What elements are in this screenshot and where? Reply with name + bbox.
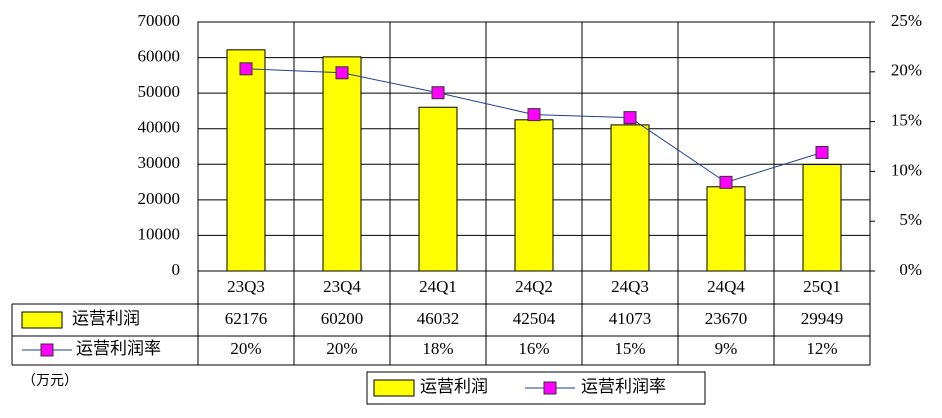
- bar: [514, 119, 554, 272]
- marker: [335, 66, 349, 80]
- x-tick-label: 24Q1: [419, 277, 457, 296]
- y-tick-label: 20000: [138, 189, 181, 208]
- bar: [610, 124, 650, 272]
- marker: [239, 62, 253, 76]
- y2-tick-label: 5%: [899, 210, 922, 229]
- table-value: 29949: [801, 309, 844, 328]
- y-tick-label: 60000: [138, 46, 181, 65]
- y-tick-label: 70000: [138, 11, 181, 30]
- x-tick-label: 24Q3: [611, 277, 649, 296]
- x-tick-label: 25Q1: [803, 277, 841, 296]
- table-value: 60200: [321, 309, 364, 328]
- y-tick-label: 40000: [138, 118, 181, 137]
- bar: [418, 106, 458, 272]
- legend-label: 运营利润率: [581, 377, 666, 396]
- bar: [226, 49, 266, 272]
- marker: [815, 145, 829, 159]
- table-value: 15%: [614, 339, 645, 358]
- x-tick-label: 23Q4: [323, 277, 361, 296]
- table-row-label: 运营利润: [72, 309, 140, 328]
- table-row-label: 运营利润率: [76, 339, 161, 358]
- y2-tick-label: 0%: [899, 260, 922, 279]
- marker: [623, 111, 637, 125]
- unit-label: （万元）: [22, 373, 78, 389]
- table-value: 46032: [417, 309, 460, 328]
- bar: [322, 56, 362, 272]
- y-tick-label: 50000: [138, 82, 181, 101]
- table-value: 18%: [422, 339, 453, 358]
- table-value: 42504: [513, 309, 556, 328]
- x-tick-label: 24Q2: [515, 277, 553, 296]
- legend-key: [21, 311, 63, 329]
- y2-tick-label: 20%: [891, 61, 922, 80]
- table-value: 16%: [518, 339, 549, 358]
- x-tick-label: 24Q4: [707, 277, 745, 296]
- marker: [527, 108, 541, 122]
- legend-key: [373, 379, 415, 397]
- legend-key: [40, 343, 54, 357]
- marker: [431, 86, 445, 100]
- table-value: 9%: [715, 339, 738, 358]
- table-value: 41073: [609, 309, 652, 328]
- y2-tick-label: 10%: [891, 160, 922, 179]
- table-value: 23670: [705, 309, 748, 328]
- legend-label: 运营利润: [420, 377, 488, 396]
- legend-box: [366, 371, 706, 405]
- bar: [706, 186, 746, 272]
- table-value: 62176: [225, 309, 268, 328]
- y2-tick-label: 15%: [891, 111, 922, 130]
- table-value: 20%: [326, 339, 357, 358]
- bar: [802, 163, 842, 272]
- y2-tick-label: 25%: [891, 11, 922, 30]
- y-tick-label: 0: [172, 260, 181, 279]
- y-tick-label: 30000: [138, 153, 181, 172]
- table-value: 12%: [806, 339, 837, 358]
- x-tick-label: 23Q3: [227, 277, 265, 296]
- y-tick-label: 10000: [138, 224, 181, 243]
- legend-key: [543, 381, 557, 395]
- table-value: 20%: [230, 339, 261, 358]
- marker: [719, 175, 733, 189]
